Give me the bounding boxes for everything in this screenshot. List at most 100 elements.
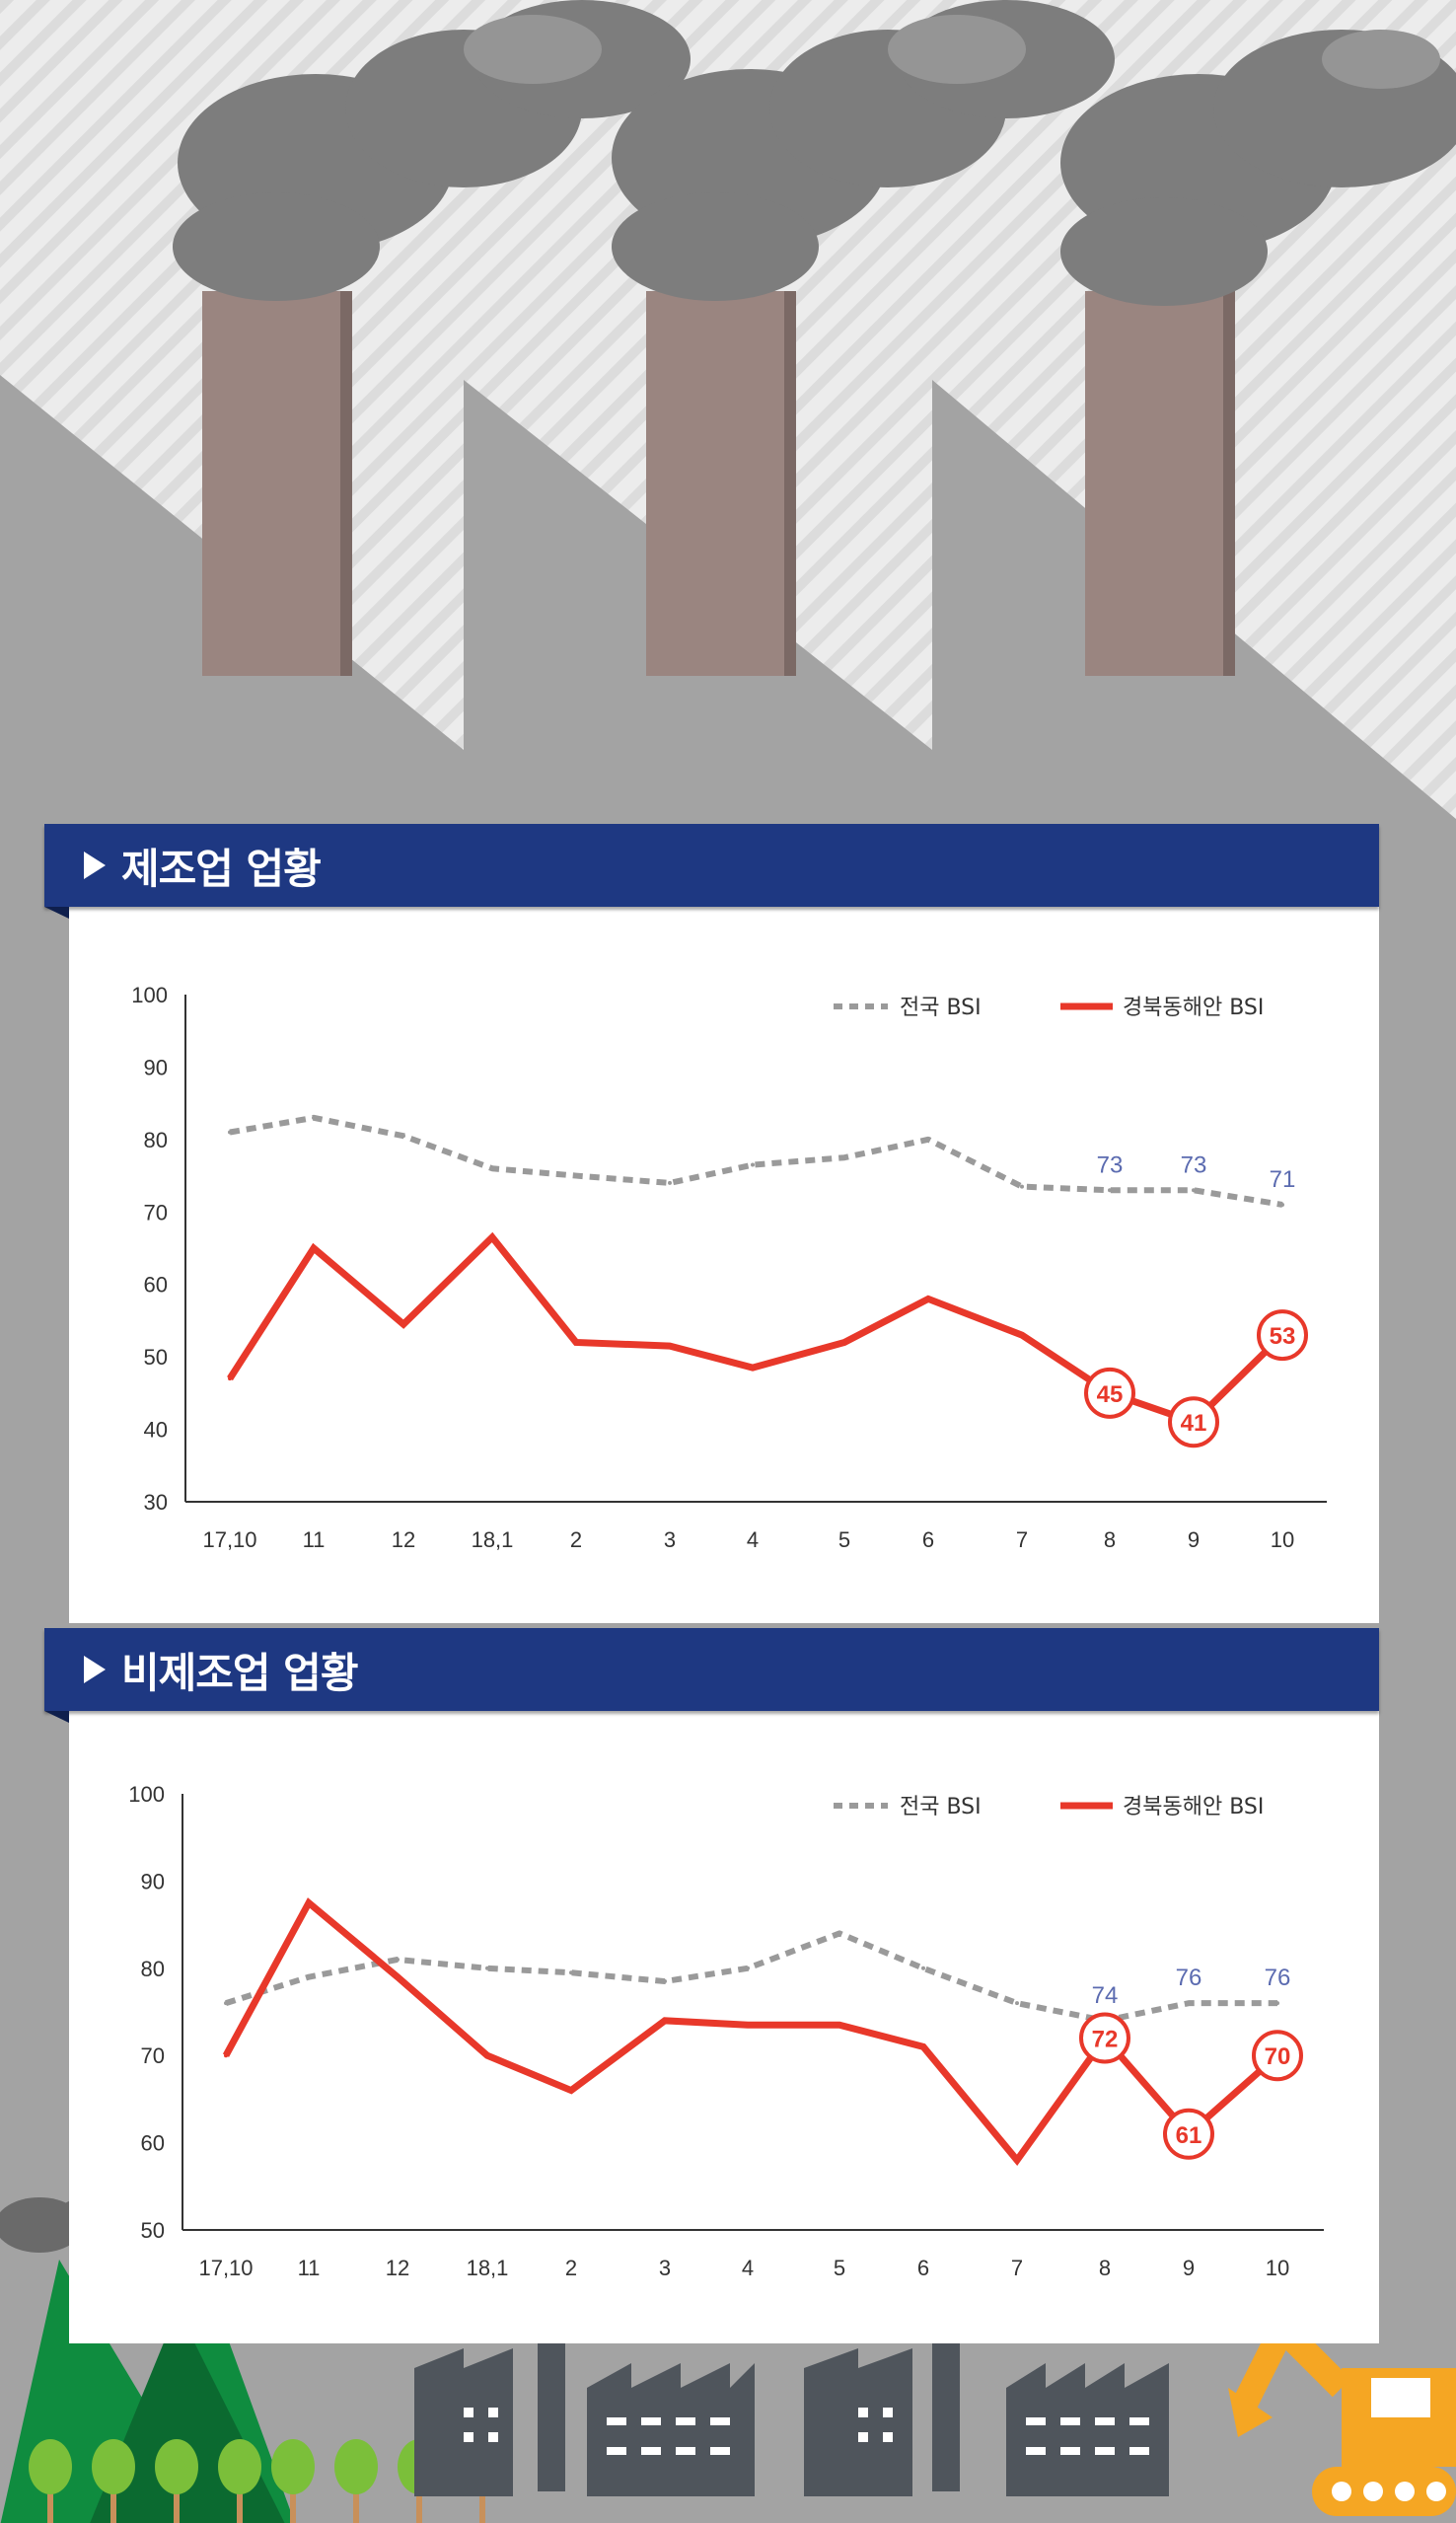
data-label-regional: 72 [1092, 2027, 1119, 2053]
x-tick-label: 11 [303, 1527, 326, 1552]
data-point-regional [224, 2053, 228, 2058]
series-line-national [225, 1930, 1277, 2024]
factory-icon [414, 2304, 1169, 2496]
data-point-regional [1168, 1396, 1219, 1448]
series-line-national [229, 1114, 1283, 1208]
data-point-regional [312, 1246, 316, 1250]
y-tick-label: 60 [144, 1273, 168, 1298]
x-tick-label: 7 [1011, 2256, 1023, 2280]
x-tick-label: 9 [1183, 2256, 1195, 2280]
data-point-national [1108, 1188, 1112, 1193]
data-point-regional [746, 2023, 750, 2028]
data-point-regional [569, 2088, 573, 2093]
data-point-regional [1079, 2012, 1130, 2064]
data-point-regional [1163, 2108, 1214, 2160]
data-point-regional [574, 1340, 578, 1345]
data-point-national [307, 1974, 311, 1979]
data-point-national [396, 1957, 400, 1962]
data-label-national: 74 [1092, 1982, 1119, 2009]
legend-label-national: 전국 BSI [900, 996, 982, 1020]
data-point-national [1020, 1184, 1024, 1189]
data-point-national [224, 2001, 228, 2006]
data-label-regional: 41 [1181, 1410, 1207, 1437]
data-point-national [926, 1137, 930, 1142]
data-point-national [1187, 2001, 1191, 2006]
x-tick-label: 10 [1271, 1527, 1294, 1552]
non-manufacturing-bsi-chart: 100 90 80 70 60 50 17,10 11 12 18,1 2 3 4 5 6 7 8 9 10 전국 B… [128, 1782, 1324, 2280]
legend-label-regional: 경북동해안 BSI [1123, 996, 1264, 1020]
data-label-regional: 70 [1265, 2043, 1291, 2070]
x-tick-label: 9 [1188, 1527, 1200, 1552]
chart-title: 제조업 업황 [121, 844, 322, 893]
x-tick-label: 2 [565, 2256, 577, 2280]
data-point-national [228, 1130, 232, 1135]
data-label-national: 73 [1181, 1151, 1207, 1178]
data-label-regional: 53 [1270, 1323, 1296, 1350]
data-point-national [485, 1966, 489, 1970]
chart-title: 비제조업 업황 [121, 1648, 358, 1697]
data-point-national [1280, 1202, 1284, 1207]
x-tick-label: 12 [386, 2256, 409, 2280]
data-point-regional [837, 2023, 841, 2028]
legend-label-regional: 경북동해안 BSI [1123, 1795, 1264, 1819]
data-point-regional [228, 1376, 232, 1381]
data-point-regional [1020, 1333, 1024, 1338]
y-tick-label: 80 [141, 1957, 165, 1981]
x-tick-label: 17,10 [202, 1527, 256, 1552]
y-tick-label: 90 [144, 1055, 168, 1079]
x-tick-label: 4 [747, 1527, 759, 1552]
data-point-national [1015, 2001, 1019, 2006]
x-tick-label: 6 [917, 2256, 929, 2280]
y-tick-label: 100 [128, 1782, 165, 1807]
data-point-regional [663, 2018, 667, 2023]
y-tick-label: 100 [131, 983, 168, 1007]
data-point-regional [485, 2053, 489, 2058]
x-tick-label: 11 [298, 2256, 321, 2280]
data-point-regional [401, 1322, 405, 1327]
data-point-regional [396, 1974, 400, 1979]
x-tick-label: 5 [838, 1527, 850, 1552]
legend-label-national: 전국 BSI [900, 1795, 982, 1819]
data-point-national [837, 1931, 841, 1936]
data-point-regional [926, 1297, 930, 1301]
data-point-regional [668, 1344, 672, 1349]
data-label-national: 71 [1270, 1166, 1296, 1193]
data-point-national [401, 1134, 405, 1139]
data-point-national [668, 1180, 672, 1185]
data-point-regional [1015, 2158, 1019, 2163]
y-tick-label: 60 [141, 2131, 165, 2156]
non-manufacturing-header: 비제조업 업황 [44, 1628, 1379, 1711]
data-label-national: 76 [1176, 1965, 1202, 1991]
x-tick-label: 6 [922, 1527, 934, 1552]
y-tick-label: 30 [144, 1490, 168, 1515]
x-tick-label: 18,1 [467, 2256, 509, 2280]
excavator-icon [1228, 2316, 1456, 2516]
x-tick-label: 5 [834, 2256, 845, 2280]
non-manufacturing-chart-panel: 100 90 80 70 60 50 17,10 11 12 18,1 2 3 4 5 6 7 8 9 10 전국 B… [69, 1697, 1379, 2343]
data-point-regional [1257, 1309, 1308, 1362]
x-tick-label: 17,10 [198, 2256, 253, 2280]
data-point-regional [921, 2044, 925, 2049]
data-label-regional: 61 [1176, 2122, 1202, 2149]
y-tick-label: 40 [144, 1418, 168, 1443]
data-point-regional [490, 1234, 494, 1239]
x-tick-label: 18,1 [472, 1527, 514, 1552]
data-point-regional [751, 1366, 755, 1371]
data-point-regional [1252, 2030, 1303, 2082]
y-tick-label: 70 [144, 1200, 168, 1224]
data-label-national: 76 [1265, 1965, 1291, 1991]
x-tick-label: 2 [570, 1527, 582, 1552]
data-point-regional [1084, 1367, 1135, 1419]
data-label-national: 73 [1097, 1151, 1124, 1178]
x-tick-label: 3 [664, 1527, 676, 1552]
data-point-regional [307, 1900, 311, 1905]
chimneys [202, 291, 1235, 676]
manufacturing-header: 제조업 업황 [44, 824, 1379, 907]
data-point-national [1192, 1188, 1196, 1193]
data-point-national [312, 1115, 316, 1120]
y-tick-label: 50 [144, 1345, 168, 1370]
header-fold [44, 1711, 69, 1723]
y-tick-label: 70 [141, 2043, 165, 2068]
data-point-national [746, 1966, 750, 1970]
